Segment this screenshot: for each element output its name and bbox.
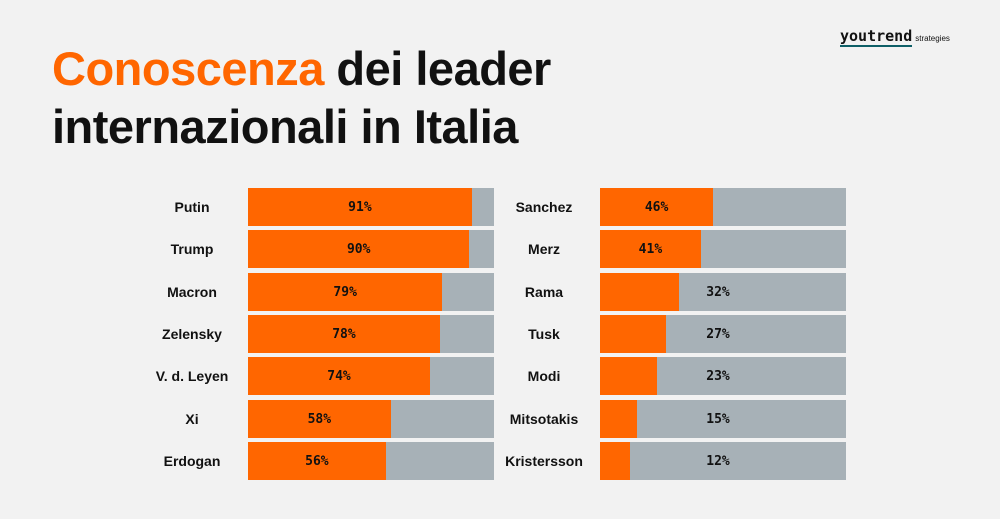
title-rest: dei leader [323,42,551,95]
value-label: 78% [332,326,356,342]
value-label: 56% [305,453,329,469]
bar-fill [600,230,701,269]
category-label: Modi [527,368,561,385]
logo-sub: strategies [915,34,950,43]
category-label: Macron [167,283,217,300]
bar-track [248,357,494,396]
bar-track [600,314,846,353]
category-label: Zelensky [162,325,222,342]
bar-track [248,272,494,311]
category-label: Trump [170,241,214,258]
value-label: 23% [706,369,730,385]
bar-track [248,399,494,438]
bar-fill [248,399,391,438]
category-label: Sanchez [515,199,573,215]
value-label: 79% [333,284,357,300]
bar-fill [600,357,657,396]
category-label: Tusk [528,325,560,342]
value-label: 74% [327,369,351,385]
bar-fill [248,272,443,311]
value-label: 27% [706,326,730,342]
bar-fill [600,314,667,353]
value-label: 15% [706,411,730,427]
value-label: 12% [706,453,730,469]
category-label: Mitsotakis [509,410,579,427]
category-label: Rama [524,283,564,300]
bar-fill [600,272,679,311]
category-label: Erdogan [163,452,221,469]
bar-track [600,357,846,396]
bar-track [600,188,846,226]
category-label: Merz [528,241,560,258]
value-label: 91% [348,200,372,215]
bar-fill [600,188,714,226]
value-label: 41% [638,242,663,258]
bar-track [248,230,494,269]
bar-fill [600,399,637,438]
category-label: Kristersson [505,452,583,469]
value-label: 32% [706,284,730,300]
bar-fill [248,357,431,396]
bar-track [600,230,846,269]
bar-track [248,441,494,480]
value-label: 90% [346,242,371,258]
title-accent: Conoscenza [52,42,324,95]
category-label: Xi [185,410,199,427]
bar-fill [600,441,630,480]
bar-fill [248,441,386,480]
value-label: 46% [644,200,669,215]
category-label: V. d. Leyen [155,368,229,385]
chart-title: Conoscenza dei leader internazionali in I… [52,40,551,156]
youtrend-logo: youtrend strategies [840,29,950,47]
value-label: 58% [307,411,332,427]
bar-track [600,441,846,480]
bar-fill [248,314,440,353]
category-label: Putin [174,199,210,215]
logo-word: youtrend [840,27,913,47]
title-line2: internazionali in Italia [52,100,518,153]
bar-track [600,399,846,438]
bar-track [248,314,494,353]
bar-fill [248,188,472,226]
bar-track [248,188,494,226]
bar-fill [248,230,470,269]
bar-track [600,272,846,311]
